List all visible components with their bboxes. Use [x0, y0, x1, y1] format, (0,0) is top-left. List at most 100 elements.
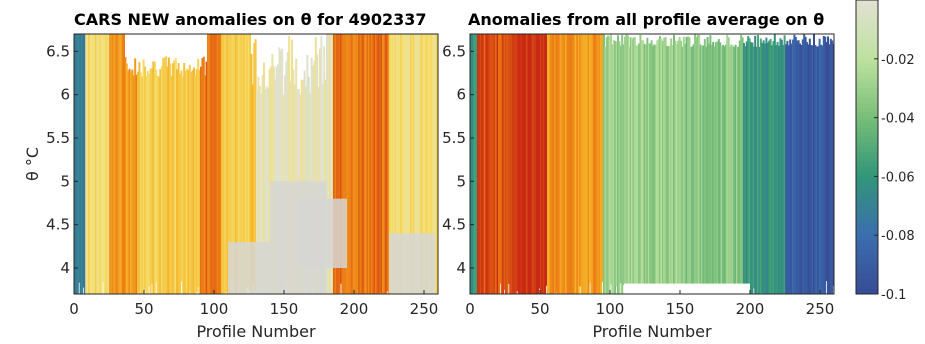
right-profile-column — [540, 34, 542, 294]
left-profile-column — [240, 34, 243, 294]
right-profile-column — [663, 37, 666, 294]
right-profile-column — [570, 34, 573, 294]
left-profile-column — [99, 34, 102, 294]
right-profile-column — [526, 34, 528, 294]
left-profile-column — [271, 53, 274, 294]
left-profile-column — [93, 34, 96, 294]
colorbar-segment — [856, 29, 878, 35]
right-xtick-label: 50 — [530, 300, 549, 318]
left-profile-column — [306, 54, 309, 294]
right-profile-column — [619, 45, 622, 284]
right-profile-column — [499, 34, 502, 284]
colorbar-segment — [856, 34, 878, 40]
right-profile-column — [555, 34, 558, 293]
colorbar-segment — [856, 68, 878, 74]
right-profile-column — [646, 37, 649, 294]
colorbar-segment — [856, 117, 878, 123]
left-profile-column — [436, 34, 438, 294]
right-profile-column — [796, 40, 799, 294]
right-profile-column — [573, 34, 576, 294]
left-profile-column — [144, 66, 146, 291]
right-profile-column — [635, 45, 638, 294]
left-axes-frame — [73, 33, 439, 295]
right-profile-column — [789, 39, 792, 294]
colorbar-segment — [856, 186, 878, 192]
right-profile-column — [736, 46, 738, 294]
left-profile-column — [331, 34, 334, 294]
left-profile-column — [102, 34, 104, 282]
left-profile-column — [365, 34, 368, 294]
left-profile-column — [351, 34, 354, 294]
left-profile-column — [118, 34, 121, 294]
left-profile-column — [418, 34, 421, 294]
colorbar-segment — [856, 235, 878, 241]
colorbar-segment — [856, 205, 878, 212]
right-profile-column — [731, 45, 734, 294]
right-profile-column — [516, 34, 519, 292]
left-profile-column — [114, 34, 117, 294]
left-profile-column — [233, 34, 236, 290]
right-profile-column — [593, 34, 596, 294]
right-profile-column — [534, 34, 537, 294]
left-profile-column — [341, 34, 344, 294]
right-profile-column — [818, 38, 821, 294]
right-profile-column — [741, 37, 744, 294]
left-profile-column — [366, 34, 369, 294]
colorbar-segment — [856, 24, 878, 30]
colorbar-segment — [856, 132, 878, 138]
left-profile-column — [390, 34, 393, 294]
left-profile-column — [179, 73, 181, 294]
left-profile-column — [153, 61, 156, 294]
left-profile-column — [359, 34, 362, 294]
left-profile-column — [137, 71, 139, 292]
left-profile-column — [428, 34, 431, 285]
left-profile-column — [172, 63, 174, 294]
left-profile-column — [85, 34, 88, 294]
right-axes-frame — [469, 33, 835, 295]
right-profile-column — [640, 40, 643, 294]
left-ylabel: θ °C — [23, 147, 42, 181]
right-profile-column — [710, 45, 713, 294]
left-title: CARS NEW anomalies on θ for 4902337 — [74, 10, 427, 29]
left-profile-column — [330, 34, 333, 294]
left-profile-column — [208, 34, 211, 294]
right-profile-column — [639, 34, 642, 294]
right-profile-column — [527, 34, 530, 294]
right-title: Anomalies from all profile average on θ — [468, 10, 824, 29]
left-profile-column — [372, 34, 375, 294]
right-profile-column — [744, 46, 747, 294]
left-profile-column — [352, 34, 355, 294]
left-xtick-label: 200 — [340, 300, 369, 318]
right-profile-column — [486, 34, 489, 294]
right-profile-column — [682, 36, 685, 294]
colorbar-segment — [856, 73, 878, 79]
right-profile-column — [615, 41, 618, 287]
left-profile-column — [96, 34, 99, 294]
left-profile-column — [358, 34, 361, 294]
right-heatmap — [470, 34, 834, 294]
right-profile-column — [645, 44, 647, 294]
right-profile-column — [659, 36, 661, 294]
right-profile-column — [740, 34, 743, 294]
left-profile-column — [348, 34, 351, 294]
left-profile-column — [397, 34, 400, 294]
left-profile-column — [414, 34, 417, 294]
colorbar-segment — [856, 196, 878, 202]
left-profile-column — [158, 76, 160, 294]
left-profile-column — [260, 93, 263, 294]
right-profile-column — [772, 41, 775, 294]
right-profile-column — [769, 38, 772, 294]
right-profile-column — [815, 46, 818, 294]
left-profile-column — [229, 34, 232, 294]
right-profile-column — [474, 34, 477, 294]
right-profile-column — [757, 34, 759, 294]
left-profile-column — [375, 34, 377, 294]
right-profile-column — [720, 46, 723, 294]
left-profile-column — [237, 34, 240, 288]
right-profile-column — [528, 34, 531, 294]
colorbar-segment — [856, 220, 878, 226]
right-profile-column — [519, 34, 521, 294]
right-profile-column — [745, 41, 748, 294]
right-profile-column — [545, 34, 548, 286]
left-profile-column — [407, 34, 410, 294]
